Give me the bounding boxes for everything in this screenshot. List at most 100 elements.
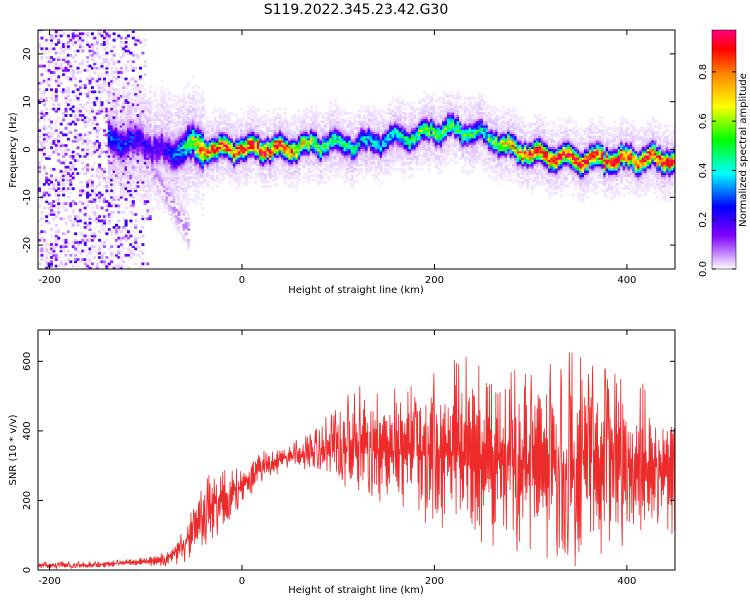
spectrogram-cell — [271, 178, 275, 182]
spectrogram-cell — [105, 38, 109, 42]
spectrogram-cell — [141, 116, 145, 120]
spectrogram-cell — [62, 144, 66, 147]
spectrogram-cell — [242, 152, 246, 156]
spectrogram-cell — [76, 118, 80, 122]
spectrogram-cell — [139, 118, 143, 122]
spectrogram-cell — [131, 53, 135, 57]
spectrogram-cell — [119, 170, 123, 173]
spectrogram-cell — [110, 195, 114, 199]
spectrogram-cell — [179, 137, 183, 141]
spectrogram-cell — [331, 165, 335, 169]
spectrogram-cell — [196, 176, 200, 180]
spectrogram-cell — [172, 131, 176, 135]
spectrogram-cell — [110, 204, 114, 208]
spectrogram-cell — [112, 195, 116, 199]
spectrogram-cell — [184, 150, 188, 154]
spectrogram-cell — [355, 114, 359, 117]
spectrogram-cell — [143, 129, 147, 132]
spectrogram-cell — [338, 150, 342, 154]
spectrogram-cell — [281, 161, 285, 165]
spectrogram-cell — [201, 92, 205, 96]
spectrogram-cell — [285, 159, 289, 163]
spectrogram-cell — [281, 135, 285, 139]
spectrogram-cell — [194, 202, 198, 206]
spectrogram-cell — [177, 133, 181, 137]
spectrogram-cell — [259, 120, 263, 124]
spectrogram-cell — [148, 155, 152, 158]
spectrogram-cell — [333, 170, 337, 173]
spectrogram-cell — [179, 167, 183, 171]
spectrogram-cell — [182, 120, 186, 124]
spectrogram-cell — [264, 114, 268, 117]
spectrogram-cell — [167, 137, 171, 141]
spectrogram-cell — [110, 142, 114, 145]
spectrogram-cell — [194, 99, 198, 102]
spectrogram-cell — [179, 165, 183, 169]
spectrogram-cell — [129, 221, 133, 225]
spectrogram-cell — [230, 167, 234, 171]
spectrogram-cell — [230, 157, 234, 160]
spectrogram-cell — [223, 155, 227, 158]
spectrogram-cell — [199, 135, 203, 139]
spectrogram-cell — [276, 161, 280, 165]
spectrogram-cell — [261, 120, 265, 124]
spectrogram-cell — [129, 142, 133, 145]
spectrogram-cell — [115, 124, 119, 128]
spectrogram-cell — [81, 41, 85, 44]
spectrogram-cell — [71, 223, 75, 227]
spectrogram-cell — [167, 180, 171, 184]
spectrogram-cell — [213, 142, 217, 145]
spectrogram-cell — [131, 99, 135, 102]
spectrogram-cell — [69, 77, 73, 81]
spectrogram-cell — [155, 133, 159, 137]
spectrogram-cell — [182, 94, 186, 98]
spectrogram-cell — [196, 101, 200, 104]
spectrogram-cell — [139, 135, 143, 139]
spectrogram-cell — [141, 120, 145, 124]
spectrogram-cell — [333, 120, 337, 124]
spectrogram-cell — [117, 122, 121, 126]
spectrogram-cell — [206, 161, 210, 165]
spectrogram-cell — [297, 157, 301, 160]
spectrogram-cell — [247, 152, 251, 156]
spectrogram-cell — [237, 120, 241, 124]
spectrogram-cell — [112, 142, 116, 145]
spectrogram-cell — [225, 133, 229, 137]
spectrogram-cell — [52, 249, 56, 253]
spectrogram-cell — [153, 148, 157, 152]
spectrogram-cell — [163, 163, 167, 167]
spectrogram-cell — [204, 144, 208, 147]
spectrogram-cell — [131, 213, 135, 216]
spectrogram-cell — [98, 260, 102, 264]
spectrogram-cell — [122, 135, 126, 139]
spectrogram-cell — [119, 204, 123, 208]
spectrogram-cell — [62, 217, 66, 221]
spectrogram-cell — [175, 191, 179, 195]
spectrogram-cell — [86, 204, 90, 208]
spectrogram-cell — [365, 122, 369, 126]
spectrogram-cell — [71, 56, 75, 59]
spectrogram-cell — [225, 159, 229, 163]
spectrogram-cell — [312, 137, 316, 141]
spectrogram-cell — [76, 71, 80, 74]
spectrogram-cell — [122, 88, 126, 92]
spectrogram-cell — [115, 118, 119, 122]
spectrogram-cell — [136, 107, 140, 111]
spectrogram-cell — [206, 155, 210, 158]
spectrogram-cell — [244, 129, 248, 132]
spectrogram-cell — [105, 180, 109, 184]
spectrogram-cell — [172, 103, 176, 107]
spectrogram-cell — [211, 157, 215, 160]
spectrogram-cell — [343, 174, 347, 178]
spectrogram-cell — [57, 34, 61, 38]
spectrogram-cell — [160, 163, 164, 167]
spectrogram-cell — [134, 94, 138, 98]
spectrogram-cell — [153, 180, 157, 184]
spectrogram-cell — [129, 193, 133, 197]
spectrogram-cell — [69, 253, 73, 257]
spectrogram-cell — [312, 146, 316, 150]
spectrogram-cell — [163, 159, 167, 163]
spectrogram-cell — [189, 96, 193, 100]
spectrogram-cell — [74, 249, 78, 253]
spectrogram-cell — [105, 66, 109, 70]
